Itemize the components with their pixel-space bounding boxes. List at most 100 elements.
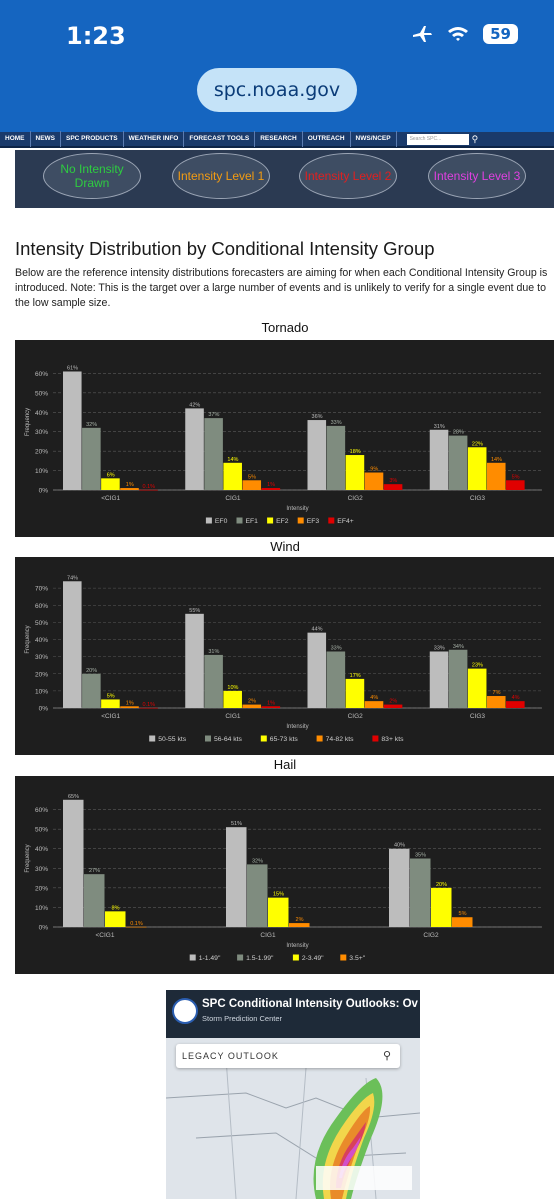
data-label: 0.1% <box>143 702 156 708</box>
airplane-icon <box>413 26 433 42</box>
y-tick-label: 0% <box>39 925 49 932</box>
tornado-chart-svg: 0% 10% 20% 30% 40% 50% 60% Frequency 61% 32% 6% 1% 0… <box>25 365 542 525</box>
oval-label: Intensity Level 1 <box>177 169 265 183</box>
data-label: 36% <box>312 414 323 420</box>
legend-label: EF1 <box>246 518 259 525</box>
data-label: 15% <box>273 892 284 898</box>
data-label: 14% <box>491 457 502 463</box>
y-tick-label: 20% <box>35 885 48 892</box>
x-tick-label: <CIG1 <box>101 713 120 720</box>
data-label: 2% <box>248 699 256 705</box>
bar-ef0-cig2 <box>307 420 327 490</box>
data-label: 32% <box>252 858 263 864</box>
y-tick-label: 0% <box>39 488 49 495</box>
bar-2-3-49-cig1 <box>105 911 126 927</box>
bar-2-3-49-cig1 <box>268 897 289 927</box>
data-label: 0.1% <box>143 484 156 490</box>
nav-home[interactable]: HOME <box>0 131 31 147</box>
bar-56-64-kts-cig2 <box>326 651 346 708</box>
hail-chart: 0% 10% 20% 30% 40% 50% 60% Frequency 65% 27% 8% 0.1… <box>15 776 554 974</box>
data-label: 1% <box>267 700 275 706</box>
oval-level-3: Intensity Level 3 <box>428 153 526 199</box>
y-tick-label: 60% <box>35 807 48 814</box>
bar-50-55-kts-cig2 <box>307 632 327 708</box>
nav-forecast-tools[interactable]: FORECAST TOOLS <box>184 131 256 147</box>
legend-label: EF3 <box>307 518 320 525</box>
bar-65-73-kts-cig1 <box>223 690 242 708</box>
data-label: 14% <box>227 457 238 463</box>
nav-weather-info[interactable]: WEATHER INFO <box>124 131 185 147</box>
data-label: 55% <box>189 608 200 614</box>
y-tick-label: 40% <box>35 846 48 853</box>
search-icon[interactable]: ⚲ <box>471 133 479 144</box>
legend-label: 56-64 kts <box>214 736 243 743</box>
legend-swatch-2-3-49 <box>292 954 299 961</box>
bar-ef4-cig3 <box>506 480 525 490</box>
bar-74-82-kts-cig1 <box>120 706 139 708</box>
y-axis-label: Frequency <box>25 625 31 653</box>
legacy-outlook-search[interactable]: LEGACY OUTLOOK ⚲ <box>176 1044 400 1068</box>
battery-indicator: 59 <box>483 24 518 44</box>
legend-label: 1-1.49" <box>199 955 221 962</box>
legend-label: 2-3.49" <box>302 955 324 962</box>
bar-74-82-kts-cig3 <box>486 696 506 708</box>
data-label: 5% <box>107 693 115 699</box>
x-tick-label: CIG2 <box>348 495 364 502</box>
data-label: 5% <box>248 474 256 480</box>
bar-83-kts-cig3 <box>506 701 525 708</box>
data-label: 20% <box>86 668 97 674</box>
data-label: 6% <box>107 472 115 478</box>
nav-spc-products[interactable]: SPC PRODUCTS <box>61 131 124 147</box>
bar-65-73-kts-cig3 <box>467 668 487 708</box>
video-subtitle: Storm Prediction Center <box>202 1014 283 1023</box>
bar-50-55-kts-cig1 <box>63 581 82 708</box>
data-label: 3% <box>389 478 397 484</box>
site-search-input[interactable]: Search SPC... <box>406 133 469 145</box>
video-title: SPC Conditional Intensity Outlooks: Ov <box>202 998 418 1010</box>
bar-1-1-49-cig2 <box>389 848 410 927</box>
data-label: 17% <box>350 673 361 679</box>
wind-chart-svg: 0% 10% 20% 30% 40% 50% 60% 70% Frequency 74% 20% 5%… <box>25 575 542 743</box>
bar-ef2-cig1 <box>101 478 120 490</box>
legend-label: EF2 <box>276 518 289 525</box>
y-axis-label: Frequency <box>25 844 31 872</box>
nav-outreach[interactable]: OUTREACH <box>303 131 351 147</box>
bar-83-kts-cig2 <box>383 704 403 708</box>
data-label: 7% <box>493 690 501 696</box>
bar-65-73-kts-cig2 <box>345 678 365 708</box>
y-tick-label: 30% <box>35 654 48 661</box>
oval-level-2: Intensity Level 2 <box>299 153 397 199</box>
y-tick-label: 50% <box>35 620 48 627</box>
oval-no-intensity: No Intensity Drawn <box>43 153 141 199</box>
data-label: 5% <box>512 474 520 480</box>
data-label: 65% <box>68 794 79 800</box>
nav-nws-ncep[interactable]: NWS/NCEP <box>351 131 397 147</box>
legend-label: 83+ kts <box>381 736 404 743</box>
bar-1-5-1-99-cig1 <box>84 874 105 927</box>
legend-label: 3.5+" <box>349 955 365 962</box>
data-label: 20% <box>436 882 447 888</box>
y-tick-label: 70% <box>35 586 48 593</box>
y-tick-label: 40% <box>35 410 48 417</box>
page-heading: Intensity Distribution by Conditional In… <box>15 238 435 259</box>
bar-ef1-cig2 <box>326 425 346 490</box>
bar-65-73-kts-cig1 <box>101 699 120 708</box>
chart-title-tornado: Tornado <box>261 320 309 335</box>
video-thumbnail[interactable]: SPC Conditional Intensity Outlooks: Ov S… <box>166 990 420 1199</box>
search-icon[interactable]: ⚲ <box>382 1050 392 1062</box>
chart-title-wind: Wind <box>270 539 300 554</box>
y-tick-label: 60% <box>35 371 48 378</box>
legend-swatch-56-64-kts <box>205 735 211 742</box>
site-nav: HOME NEWS SPC PRODUCTS WEATHER INFO FORE… <box>0 131 554 148</box>
y-tick-label: 50% <box>35 390 48 397</box>
legacy-outlook-label: LEGACY OUTLOOK <box>182 1051 279 1061</box>
data-label: 23% <box>472 663 483 669</box>
data-label: 51% <box>231 821 242 827</box>
data-label: 37% <box>208 412 219 418</box>
nav-research[interactable]: RESEARCH <box>255 131 303 147</box>
oval-label: Intensity Level 2 <box>304 169 392 183</box>
nav-news[interactable]: NEWS <box>31 131 61 147</box>
address-bar[interactable]: spc.noaa.gov <box>197 68 357 112</box>
data-label: 5% <box>459 911 467 917</box>
legend-label: 1.5-1.99" <box>246 955 274 962</box>
